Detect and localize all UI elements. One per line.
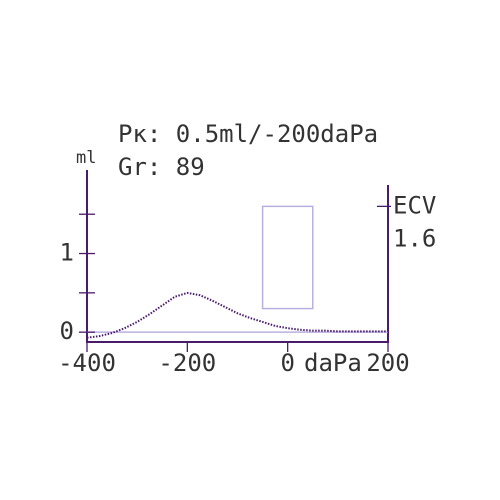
tympanogram-curve	[86, 291, 388, 339]
y-tick-label: 1	[60, 239, 74, 267]
x-axis-label: daPa	[304, 349, 362, 377]
ecv-value: 1.6	[393, 224, 436, 252]
normal-region	[261, 205, 314, 310]
y-tick-label: 0	[60, 317, 74, 345]
x-tick-label: 0	[280, 349, 294, 377]
y-axis-label: ml	[76, 148, 96, 168]
x-tick-label: -200	[158, 349, 216, 377]
x-tick-label: -400	[58, 349, 116, 377]
ecv-label: ECV	[393, 191, 436, 219]
peak-info: Pк: 0.5ml/-200daPa	[118, 120, 378, 148]
gradient-info: Gr: 89	[118, 153, 205, 181]
x-tick-label: 200	[366, 349, 409, 377]
